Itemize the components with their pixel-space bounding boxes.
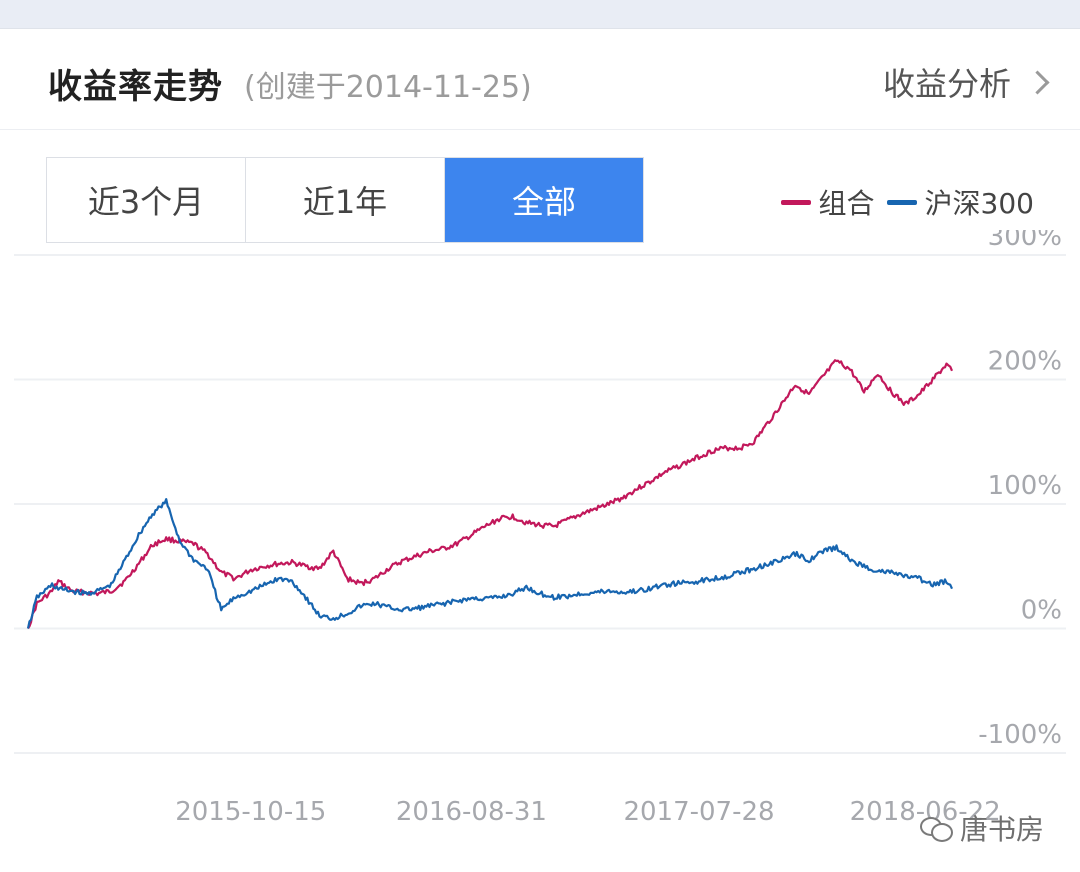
legend-item-portfolio: 组合: [780, 182, 875, 222]
top-status-band: [0, 0, 1080, 29]
legend-label-index: 沪深300: [924, 187, 1034, 220]
y-tick-label: 200%: [988, 347, 1062, 377]
tab-1-year[interactable]: 近1年: [246, 158, 445, 242]
watermark-text: 唐书房: [959, 813, 1044, 846]
page-title: 收益率走势: [48, 67, 223, 107]
x-tick-label: 2015-10-15: [175, 797, 326, 827]
legend-label-portfolio: 组合: [818, 187, 875, 220]
legend-swatch-index: [886, 199, 917, 205]
chevron-right-icon: [1025, 69, 1050, 95]
analysis-label: 收益分析: [882, 65, 1011, 103]
series-line-portfolio: [27, 359, 954, 630]
y-tick-label: -100%: [978, 720, 1062, 750]
tab-3-months[interactable]: 近3个月: [47, 158, 246, 242]
x-tick-label: 2016-08-31: [396, 797, 547, 827]
created-date: (创建于2014-11-25): [244, 70, 532, 105]
legend-swatch-portfolio: [780, 199, 811, 205]
chart-header: 收益率走势 (创建于2014-11-25) 收益分析: [0, 29, 1080, 130]
y-tick-label: 300%: [988, 230, 1062, 252]
return-chart: 300% 200% 100% 0% -100% 2015-10-15 2016-08-31 2…: [14, 230, 1066, 827]
x-tick-label: 2017-07-28: [623, 797, 774, 827]
analysis-link[interactable]: 收益分析: [883, 59, 1052, 105]
tab-all[interactable]: 全部: [445, 158, 643, 242]
period-tabs: 近3个月 近1年 全部: [46, 157, 644, 243]
legend-item-index: 沪深300: [886, 182, 1034, 222]
y-tick-label: 100%: [988, 471, 1062, 501]
watermark: 唐书房: [919, 808, 1044, 848]
y-tick-label: 0%: [1021, 596, 1062, 626]
chart-legend: 组合 沪深300: [780, 182, 1034, 222]
wechat-icon: [919, 815, 954, 842]
series-line-index: [26, 498, 954, 629]
